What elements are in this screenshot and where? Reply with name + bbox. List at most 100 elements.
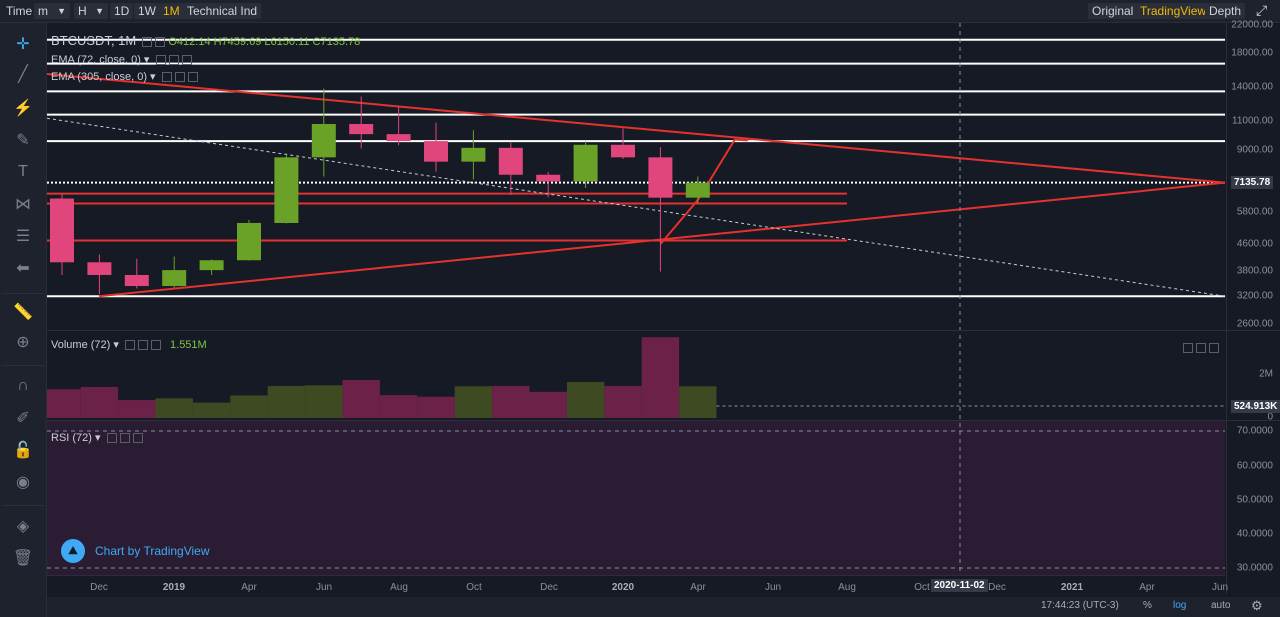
technical-indicators-button[interactable]: Technical Ind [183,3,262,19]
time-tick-jun-2020: Jun [764,582,782,593]
rsi-tick-60: 60.0000 [1236,460,1273,472]
rsi-tick-70: 70.0000 [1236,425,1273,437]
pane-up-icon[interactable] [1183,342,1193,353]
rsi-settings-icon[interactable] [119,433,130,444]
candle-body-2020-03 [648,157,673,198]
candle-body-2019-10 [461,147,486,162]
volume-bar-2019-09 [417,396,455,418]
chart-area[interactable]: BTCUSDT, 1M O412.14 H7459.69 L6150.11 C7… [47,23,1225,594]
dashed-trendline [47,117,1225,297]
zoom-icon[interactable]: ⊕ [16,334,30,351]
rsi-tick-40: 40.0000 [1236,528,1273,540]
ema72-settings-icon[interactable] [168,55,179,66]
time-tick-apr: Apr [241,582,257,593]
low-value: L6150.11 [264,36,310,48]
top-toolbar: Time m ▼ H ▼ 1D 1W 1M Technical Ind Origin… [0,0,1280,23]
volume-bar-2020-01 [566,382,605,418]
legend-settings-icon[interactable] [155,37,166,48]
volume-legend[interactable]: Volume (72) ▾ 1.551M [51,339,207,351]
candle-body-2019-05 [274,157,299,223]
ema305-close-icon[interactable] [187,72,198,83]
volume-bar-2019-04 [230,395,268,418]
ema72-eye-icon[interactable] [155,55,166,66]
text-icon[interactable]: T [18,163,28,180]
volume-settings-icon[interactable] [137,340,148,351]
candle-body-2019-06 [311,123,336,158]
close-value: C7135.78 [312,36,361,48]
price-tick-11000: 11000.00 [1232,115,1273,127]
ruler-icon[interactable]: 📏 [13,304,33,321]
time-tick-dec-2019: Dec [540,582,558,593]
crosshair-icon[interactable]: ✛ [16,36,30,53]
eye-icon[interactable]: ◉ [16,474,30,491]
volume-bar-2019-12 [529,391,567,418]
interval-1d[interactable]: 1D [110,3,134,19]
view-original[interactable]: Original [1088,3,1138,19]
volume-tick-2m: 2M [1259,368,1273,380]
price-chart-svg[interactable] [47,23,1225,575]
trash-icon[interactable]: 🗑 [12,550,34,567]
settings-gear-icon[interactable]: ⚙ [1251,598,1263,613]
legend-visibility-icon[interactable] [142,37,153,48]
clock: 17:44:23 (UTC-3) [1041,600,1119,611]
time-label: Time [6,4,33,18]
view-tradingview[interactable]: TradingView [1136,3,1211,19]
trend-line-icon[interactable]: ╱ [18,66,28,83]
fullscreen-icon[interactable]: ⤢ [1256,2,1268,18]
volume-close-icon[interactable] [150,340,161,351]
candle-body-2019-07 [349,123,374,135]
pane-down-icon[interactable] [1196,342,1206,353]
prediction-icon[interactable]: ☰ [15,228,31,245]
ema72-close-icon[interactable] [181,55,192,66]
hour-select[interactable]: H ▼ [74,3,108,19]
ema305-eye-icon[interactable] [161,72,172,83]
volume-bar-2019-11 [492,385,530,418]
candle-body-2018-12 [87,262,112,275]
candle-body-2019-02 [162,270,187,287]
rsi-legend[interactable]: RSI (72) ▾ [51,431,143,444]
interval-1m[interactable]: 1M [159,3,184,19]
projection-line [659,138,748,245]
interval-1w[interactable]: 1W [134,3,160,19]
view-depth[interactable]: Depth [1205,3,1246,19]
candle-body-2019-03 [199,260,224,271]
lock-icon[interactable]: 🔓 [13,442,33,459]
watermark-text: Chart by TradingView [95,544,210,558]
volume-bar-2019-08 [379,395,418,418]
crosshair-date-tag: 2020-11-02 [931,579,988,592]
time-tick-aug-2020: Aug [838,582,856,593]
tradingview-watermark[interactable]: ⛰ Chart by TradingView [61,539,210,563]
rsi-eye-icon[interactable] [106,433,117,444]
volume-bar-2020-02 [604,385,642,418]
candle-body-2020-04 [685,182,710,198]
ema305-legend[interactable]: EMA (305, close, 0) ▾ [51,70,198,83]
back-arrow-icon[interactable]: ⬅ [16,260,30,277]
volume-bar-2019-10 [454,386,493,418]
ema72-legend[interactable]: EMA (72, close, 0) ▾ [51,53,192,66]
price-tick-18000: 18000.00 [1231,47,1273,59]
rsi-close-icon[interactable] [132,433,143,444]
volume-label: Volume (72) [51,339,111,351]
volume-eye-icon[interactable] [124,340,135,351]
time-axis[interactable]: Dec 2019 Apr Jun Aug Oct Dec 2020 Apr Ju… [47,575,1228,598]
log-toggle[interactable]: log [1173,600,1187,611]
ema305-settings-icon[interactable] [174,72,185,83]
time-tick-apr-2021: Apr [1139,582,1155,593]
ascending-trendline [98,181,1225,298]
pattern-icon[interactable]: ⋈ [15,196,31,213]
candle-body-2018-11 [50,198,74,263]
fib-icon[interactable]: ⚡ [13,100,33,117]
price-tick-3800: 3800.00 [1236,265,1273,277]
price-axis[interactable]: 22000.00 18000.00 14000.00 11000.00 9000… [1226,20,1280,594]
pane-maximize-icon[interactable] [1209,342,1219,353]
brush-icon[interactable]: ✎ [16,132,30,149]
layers-icon[interactable]: ◈ [16,518,30,535]
symbol-name: BTCUSDT, 1M [51,33,137,48]
percent-toggle[interactable]: % [1143,600,1152,611]
magnet-icon[interactable]: ∩ [17,377,29,394]
auto-toggle[interactable]: auto [1211,600,1231,611]
candle-body-2020-02 [611,144,635,158]
unit-select[interactable]: m ▼ [34,3,70,19]
candle-body-2019-11 [498,147,523,175]
pencil-lock-icon[interactable]: ✐ [16,410,30,427]
